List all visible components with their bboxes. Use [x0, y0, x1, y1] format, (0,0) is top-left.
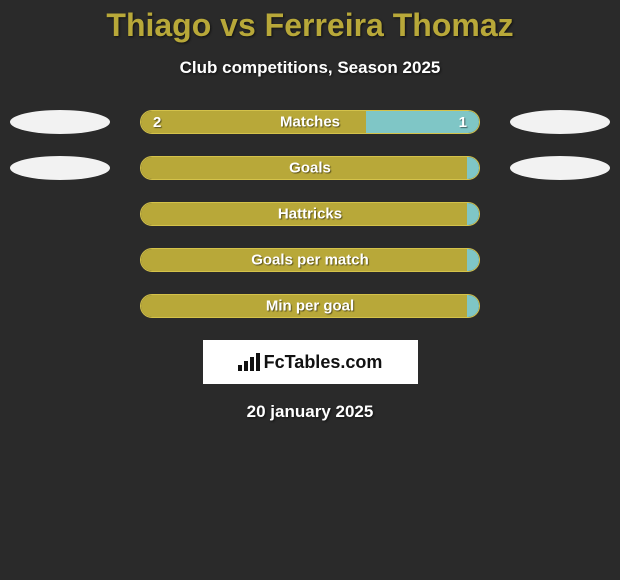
stat-bar: Goals — [140, 156, 480, 180]
bar-right-segment — [467, 203, 479, 225]
bar-right-segment — [467, 157, 479, 179]
left-player-marker — [10, 156, 110, 180]
left-value: 2 — [153, 114, 161, 131]
stat-label: Goals per match — [251, 252, 369, 269]
stat-bar: Goals per match — [140, 248, 480, 272]
stat-label: Matches — [280, 114, 340, 131]
stat-bar: Min per goal — [140, 294, 480, 318]
stat-row: Min per goal — [0, 294, 620, 318]
bar-right-segment: 1 — [366, 111, 479, 133]
left-player-marker — [10, 110, 110, 134]
subtitle: Club competitions, Season 2025 — [0, 58, 620, 78]
stat-bar: Hattricks — [140, 202, 480, 226]
bar-right-segment — [467, 295, 479, 317]
stat-row: Hattricks — [0, 202, 620, 226]
stat-label: Min per goal — [266, 298, 354, 315]
stat-rows: 2 1 Matches Goals Hattricks Goals per match Mi… — [0, 110, 620, 318]
comparison-card: Thiago vs Ferreira Thomaz Club competiti… — [0, 0, 620, 427]
stat-row: 2 1 Matches — [0, 110, 620, 134]
stat-row: Goals per match — [0, 248, 620, 272]
bar-right-segment — [467, 249, 479, 271]
logo-text: FcTables.com — [264, 352, 383, 373]
right-player-marker — [510, 156, 610, 180]
page-title: Thiago vs Ferreira Thomaz — [0, 7, 620, 44]
stat-bar: 2 1 Matches — [140, 110, 480, 134]
logo: FcTables.com — [238, 352, 383, 373]
right-value: 1 — [459, 114, 467, 131]
stat-label: Goals — [289, 160, 331, 177]
bars-icon — [238, 353, 260, 371]
logo-box[interactable]: FcTables.com — [203, 340, 418, 384]
stat-label: Hattricks — [278, 206, 342, 223]
date-label: 20 january 2025 — [0, 402, 620, 422]
right-player-marker — [510, 110, 610, 134]
stat-row: Goals — [0, 156, 620, 180]
